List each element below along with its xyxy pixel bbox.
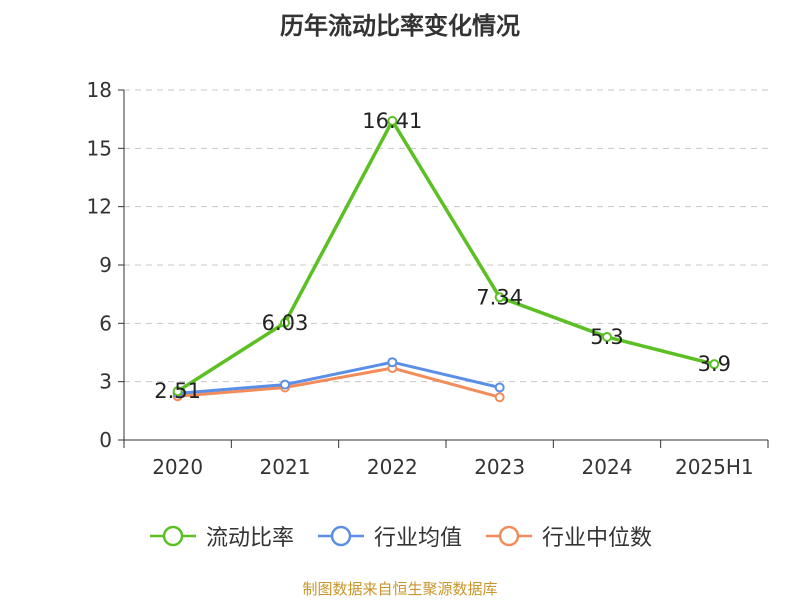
legend-swatch-icon xyxy=(149,525,196,547)
legend-label: 行业均值 xyxy=(373,526,462,551)
series-line-1 xyxy=(177,360,501,395)
data-point xyxy=(387,115,398,126)
y-tick-label: 15 xyxy=(87,136,112,160)
legend-swatch-icon xyxy=(486,525,532,547)
data-labels: 2.51 6.03 16.41 7.34 5.3 3.9 xyxy=(154,109,731,403)
grid-lines xyxy=(124,89,768,383)
x-tick-label: 2021 xyxy=(260,455,311,479)
data-label: 2.51 xyxy=(154,379,201,403)
legend-swatch-icon xyxy=(317,525,364,547)
legend-item[interactable]: 行业中位数 xyxy=(484,520,652,552)
x-tick-label: 2023 xyxy=(474,455,525,479)
y-tick-label: 6 xyxy=(99,311,112,335)
data-point xyxy=(387,357,398,368)
x-tick-label: 2024 xyxy=(582,455,633,479)
data-point xyxy=(494,392,505,403)
series-line-2 xyxy=(177,366,501,399)
chart-title: 历年流动比率变化情况 xyxy=(280,12,520,40)
x-tick-label: 2022 xyxy=(367,455,418,479)
x-tick-label: 2025H1 xyxy=(675,455,754,479)
data-point xyxy=(172,386,183,397)
legend-label: 行业中位数 xyxy=(542,526,653,551)
legend: 流动比率 行业均值 行业中位数 xyxy=(0,520,800,552)
data-label: 3.9 xyxy=(698,352,731,376)
y-tick-label: 3 xyxy=(99,370,112,394)
y-tick-label: 12 xyxy=(87,195,112,219)
data-point xyxy=(494,292,505,303)
legend-item[interactable]: 行业均值 xyxy=(316,520,462,552)
series-line-0 xyxy=(176,119,715,393)
data-label: 6.03 xyxy=(262,311,309,335)
data-label: 5.3 xyxy=(590,325,623,349)
data-point xyxy=(280,317,290,328)
data-point xyxy=(494,382,505,393)
axes: 0 3 6 9 12 15 18 2020 2021 2022 2023 2024 2025H1 xyxy=(87,78,769,479)
data-label: 16.41 xyxy=(362,109,422,133)
y-tick-label: 0 xyxy=(99,428,112,452)
legend-label: 流动比率 xyxy=(205,526,294,551)
data-point xyxy=(709,359,720,370)
y-tick-label: 9 xyxy=(99,253,112,277)
data-point xyxy=(280,379,290,390)
series-lines xyxy=(172,115,720,403)
source-note: 制图数据来自恒生聚源数据库 xyxy=(302,580,498,598)
legend-item[interactable]: 流动比率 xyxy=(148,520,294,552)
y-tick-label: 18 xyxy=(87,78,112,102)
data-point xyxy=(602,331,612,342)
data-label: 7.34 xyxy=(476,285,523,309)
x-tick-label: 2020 xyxy=(152,455,203,479)
